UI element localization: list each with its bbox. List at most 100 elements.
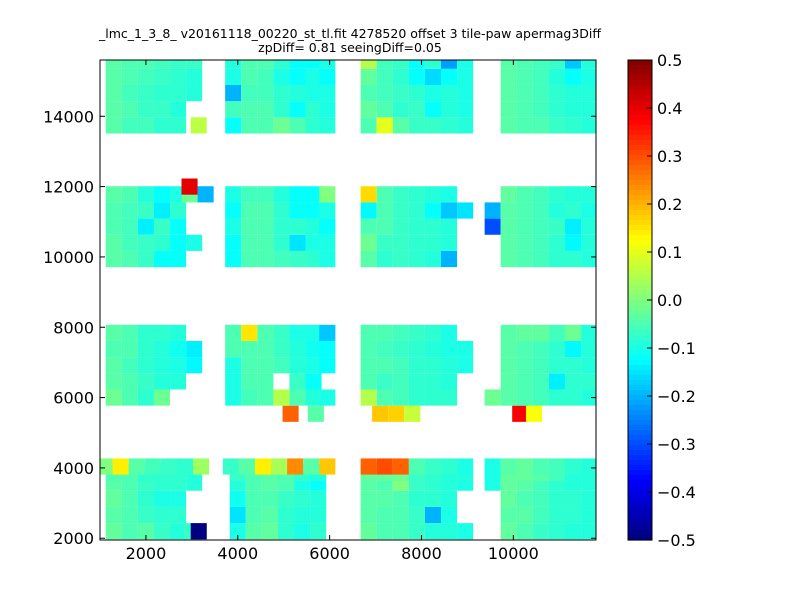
heatmap-cell [441,357,458,374]
heatmap-cell [548,490,565,507]
heatmap-cell [408,490,425,507]
heatmap-cell [548,60,565,69]
heatmap-cell [532,458,549,475]
colorbar-swatch [628,485,652,491]
heatmap-cell [408,186,425,203]
colorbar-swatch [628,400,652,406]
heatmap-cell [170,101,187,118]
colorbar-tick-label: 0.2 [657,195,682,214]
heatmap-cell [408,218,425,235]
heatmap-cell [105,202,122,219]
heatmap-cell [294,506,311,524]
heatmap-cell [441,101,458,118]
heatmap-cell [273,68,290,85]
heatmap-cell [500,357,517,374]
heatmap-cell [105,117,122,134]
heatmap-cell [153,68,171,85]
heatmap-cell [424,357,441,374]
heatmap-cell [305,186,322,203]
heatmap-cell [565,218,582,235]
heatmap-cell [408,68,425,85]
heatmap-cell [105,490,122,507]
heatmap-cell [532,84,549,102]
colorbar-swatch [628,210,652,216]
heatmap-cell [186,60,203,69]
heatmap-cell [516,324,533,341]
colorbar-tick-label: 0.3 [657,147,682,166]
colorbar-swatch [628,530,652,536]
colorbar-swatch [628,535,652,541]
colorbar-swatch [628,475,652,481]
heatmap-cell [170,250,187,268]
heatmap-cell [360,84,377,102]
heatmap-cell [170,506,187,524]
heatmap-cell [289,218,306,235]
heatmap-cell [500,523,517,540]
heatmap-cell [105,218,122,235]
heatmap-cell [360,373,377,390]
heatmap-cell [360,357,377,374]
heatmap-cell [548,202,565,219]
heatmap-cell [484,202,501,219]
heatmap-cell [424,68,441,85]
heatmap-cell [548,117,565,134]
heatmap-cell [376,324,393,341]
heatmap-cell [294,523,311,540]
colorbar-swatch [628,70,652,76]
colorbar-swatch [628,520,652,526]
y-tick-label: 8000 [53,318,94,337]
heatmap-cell [532,340,549,358]
heatmap-cell [500,250,517,268]
heatmap-cell [548,357,565,374]
heatmap-cell [376,389,393,406]
heatmap-cell [121,101,138,118]
heatmap-cell [360,234,377,251]
heatmap-cell [289,68,306,85]
heatmap-cell [105,373,122,390]
heatmap-cell [289,324,306,341]
colorbar-swatch [628,135,652,141]
heatmap-cell [105,186,122,203]
heatmap-cell [581,84,596,102]
plot-cells [100,60,596,540]
heatmap-cell [500,324,517,341]
heatmap-cell [500,101,517,118]
colorbar-swatch [628,255,652,261]
heatmap-cell [121,68,138,85]
heatmap-cell [565,490,582,507]
heatmap-cell [525,405,543,422]
colorbar-tick-label: 0.4 [657,99,682,118]
heatmap-cell [484,458,501,475]
colorbar-swatch [628,165,652,171]
heatmap-cell [424,250,441,268]
heatmap-cell [408,389,425,406]
heatmap-cell [565,458,582,475]
heatmap-cell [273,324,290,341]
heatmap-cell [257,101,274,118]
heatmap-cell [176,458,193,475]
heatmap-cell [170,202,187,219]
colorbar-swatch [628,90,652,96]
heatmap-cell [548,458,565,475]
heatmap-cell [319,60,336,69]
heatmap-cell [170,340,187,358]
heatmap-cell [186,68,203,85]
heatmap-cell [548,101,565,118]
heatmap-cell [105,506,122,524]
heatmap-cell [137,218,154,235]
heatmap-cell [105,389,122,406]
heatmap-cell [565,357,582,374]
colorbar: 0.5 0.4 0.3 0.2 0.1 0.0 −0.1 −0.2 −0.3 −0.4 −0.5 [627,51,696,550]
colorbar-swatch [628,245,652,251]
heatmap-cell [241,250,258,268]
heatmap-cell [305,84,322,102]
heatmap-cell [376,340,393,358]
colorbar-swatch [628,370,652,376]
heatmap-cell [457,357,474,374]
heatmap-cell [225,324,242,341]
heatmap-cell [305,340,322,358]
heatmap-cell [441,186,458,203]
heatmap-cell [289,101,306,118]
heatmap-cell [257,373,274,390]
heatmap-cell [105,357,122,374]
